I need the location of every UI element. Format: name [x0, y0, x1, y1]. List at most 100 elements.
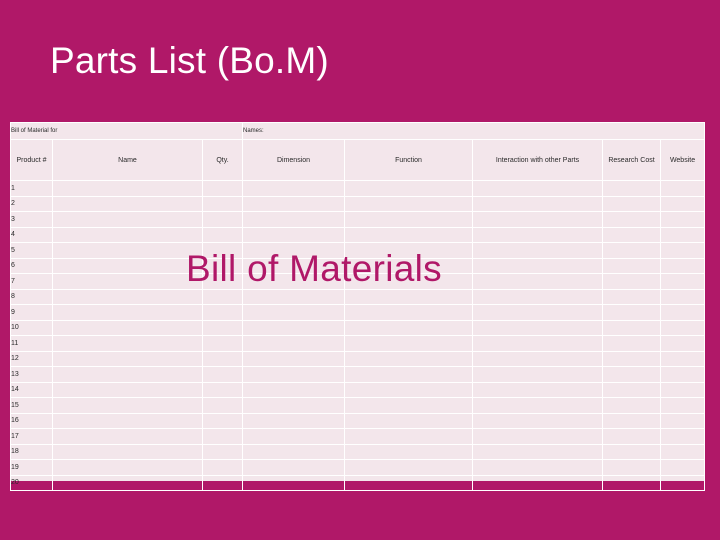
table-cell — [602, 319, 662, 336]
row-number: 7 — [10, 273, 53, 290]
table-cell — [472, 397, 604, 414]
table-cell — [602, 211, 662, 228]
table-cell — [344, 428, 474, 445]
table-cell — [344, 335, 474, 352]
table-row: 4 — [10, 226, 706, 243]
table-cell — [660, 226, 706, 243]
table-cell — [660, 304, 706, 321]
bill-of-materials-overlay: Bill of Materials — [186, 248, 442, 289]
table-cell — [201, 180, 244, 197]
table-cell — [201, 443, 244, 460]
row-number: 19 — [10, 459, 53, 476]
table-cell — [602, 412, 662, 429]
table-cell — [242, 211, 346, 228]
row-number: 4 — [10, 226, 53, 243]
table-cell — [472, 195, 604, 212]
table-cell — [242, 381, 346, 398]
table-cell — [201, 304, 244, 321]
table-cell — [602, 288, 662, 305]
table-cell — [660, 257, 706, 274]
table-cell — [602, 226, 662, 243]
table-cell — [52, 350, 203, 367]
row-number: 15 — [10, 397, 53, 414]
table-cell — [472, 335, 604, 352]
table-cell — [602, 459, 662, 476]
table-cell — [602, 366, 662, 383]
table-cell — [472, 288, 604, 305]
table-cell — [344, 226, 474, 243]
header-name: Name — [52, 139, 203, 181]
table-cell — [201, 350, 244, 367]
table-cell — [660, 397, 706, 414]
table-row: 20 — [10, 474, 706, 491]
table-cell — [472, 226, 604, 243]
table-cell — [201, 288, 244, 305]
table-cell — [242, 459, 346, 476]
row-number: 2 — [10, 195, 53, 212]
table-row: 6 — [10, 257, 706, 274]
table-cell — [201, 195, 244, 212]
table-cell — [602, 443, 662, 460]
table-cell — [242, 474, 346, 491]
table-cell — [602, 397, 662, 414]
table-row: 15 — [10, 397, 706, 414]
bom-sheet: Bill of Material for Names: Product # Na… — [9, 122, 706, 491]
table-cell — [660, 195, 706, 212]
table-cell — [201, 397, 244, 414]
table-cell — [602, 195, 662, 212]
table-row: 2 — [10, 195, 706, 212]
table-cell — [344, 304, 474, 321]
table-cell — [201, 428, 244, 445]
table-cell — [201, 335, 244, 352]
table-cell — [472, 428, 604, 445]
table-cell — [660, 242, 706, 259]
table-cell — [660, 474, 706, 491]
table-cell — [201, 381, 244, 398]
table-cell — [660, 459, 706, 476]
bill-of-material-for-label: Bill of Material for — [9, 122, 244, 140]
table-cell — [472, 459, 604, 476]
table-cell — [344, 381, 474, 398]
table-cell — [660, 211, 706, 228]
table-row: 9 — [10, 304, 706, 321]
table-row: 12 — [10, 350, 706, 367]
bom-title-row: Bill of Material for Names: — [9, 122, 706, 140]
bom-header-row: Product # Name Qty. Dimension Function I… — [10, 139, 706, 181]
table-cell — [472, 211, 604, 228]
table-row: 7 — [10, 273, 706, 290]
table-cell — [602, 350, 662, 367]
table-cell — [472, 242, 604, 259]
header-research-cost: Research Cost — [602, 139, 662, 181]
row-number: 16 — [10, 412, 53, 429]
table-cell — [52, 428, 203, 445]
row-number: 14 — [10, 381, 53, 398]
names-label-cell: Names: — [242, 122, 706, 140]
header-dimension: Dimension — [242, 139, 346, 181]
table-cell — [472, 412, 604, 429]
table-cell — [660, 428, 706, 445]
table-cell — [52, 366, 203, 383]
row-number: 17 — [10, 428, 53, 445]
table-cell — [602, 242, 662, 259]
table-cell — [52, 443, 203, 460]
table-cell — [602, 273, 662, 290]
table-row: 14 — [10, 381, 706, 398]
row-number: 1 — [10, 180, 53, 197]
table-row: 16 — [10, 412, 706, 429]
table-cell — [472, 273, 604, 290]
table-cell — [242, 304, 346, 321]
table-cell — [52, 319, 203, 336]
table-cell — [472, 257, 604, 274]
table-cell — [602, 180, 662, 197]
table-cell — [472, 366, 604, 383]
table-cell — [472, 474, 604, 491]
table-cell — [344, 366, 474, 383]
table-cell — [201, 412, 244, 429]
table-cell — [660, 180, 706, 197]
table-cell — [201, 366, 244, 383]
table-cell — [660, 412, 706, 429]
table-cell — [242, 350, 346, 367]
table-cell — [660, 381, 706, 398]
table-cell — [472, 304, 604, 321]
row-number: 9 — [10, 304, 53, 321]
